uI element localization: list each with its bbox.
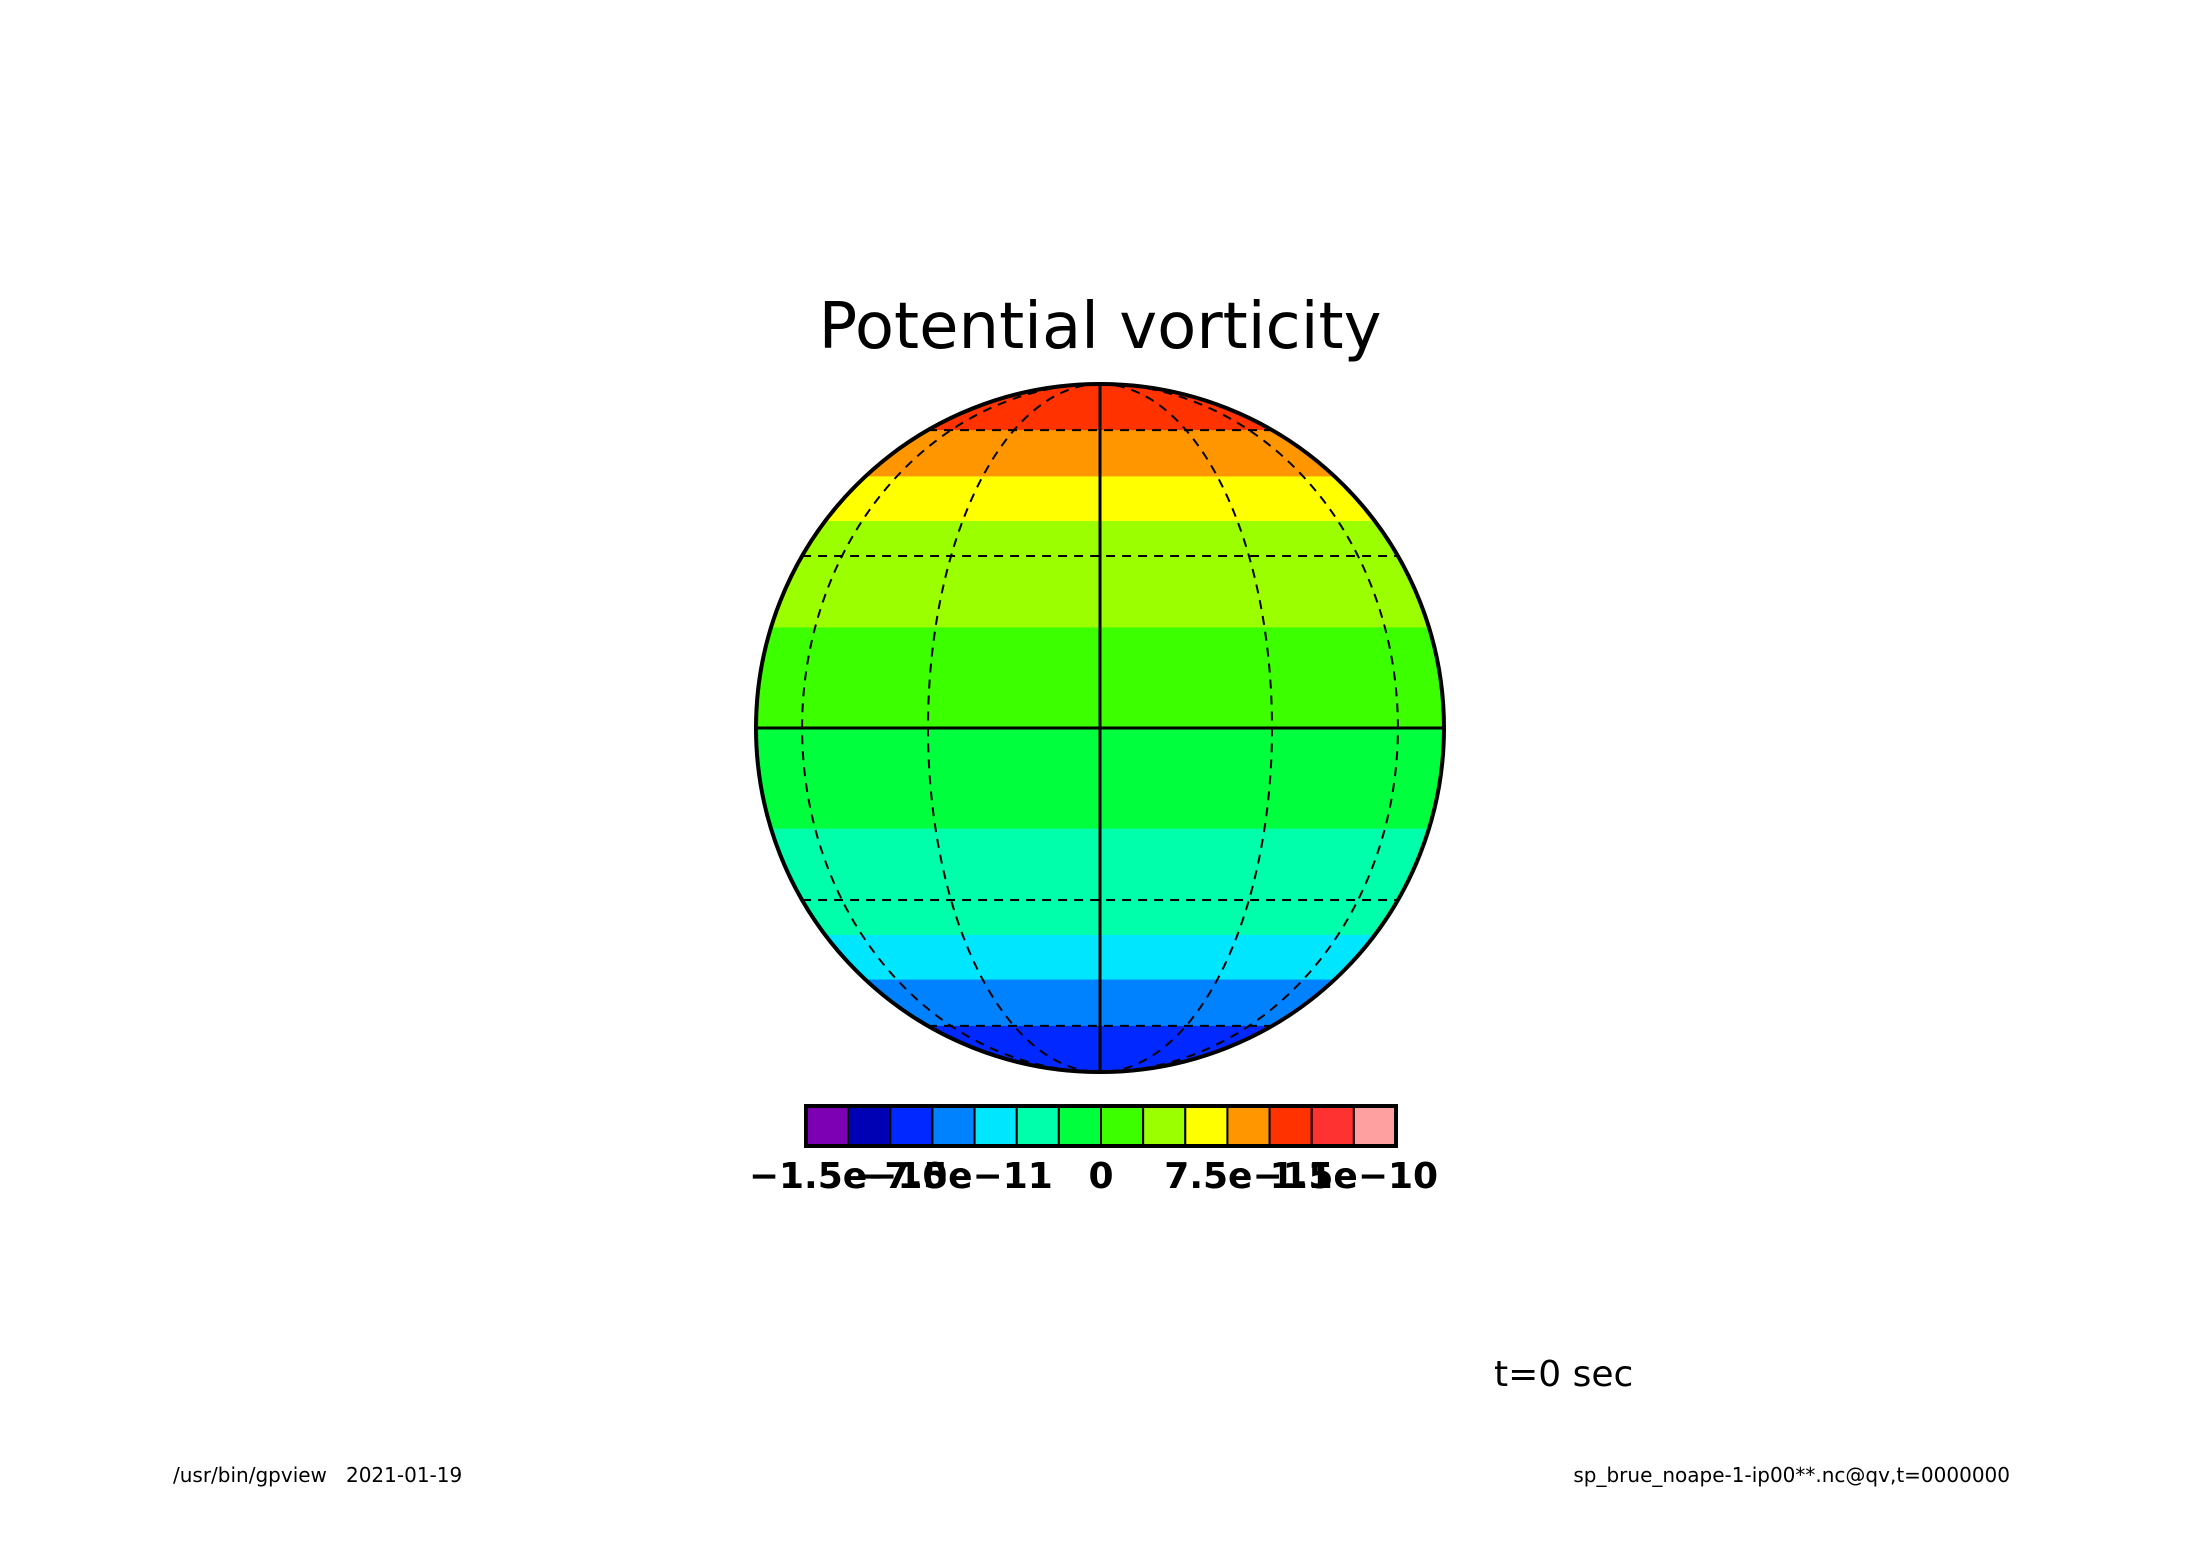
graticule xyxy=(756,384,1444,1072)
colorbar-swatch-10 xyxy=(1226,1105,1271,1147)
colorbar-swatch-7 xyxy=(1100,1105,1145,1147)
colorbar-swatch-13 xyxy=(1352,1105,1398,1147)
time-annotation: t=0 sec xyxy=(1494,1354,1633,1395)
colorbar-tick-label-2: 0 xyxy=(1088,1156,1113,1197)
colorbar-swatch-8 xyxy=(1142,1105,1187,1147)
colorbar-frame xyxy=(804,1104,1398,1148)
globe-map xyxy=(754,382,1446,1074)
colorbar-swatch-2 xyxy=(889,1105,934,1147)
colorbar-tick-label-1: −7.5e−11 xyxy=(854,1156,1053,1197)
footer-left: /usr/bin/gpview 2021-01-19 xyxy=(173,1463,462,1487)
colorbar-swatch-3 xyxy=(931,1105,976,1147)
colorbar-swatch-11 xyxy=(1268,1105,1313,1147)
colorbar-swatch-5 xyxy=(1015,1105,1060,1147)
colorbar-swatch-9 xyxy=(1184,1105,1229,1147)
colorbar-swatch-4 xyxy=(973,1105,1018,1147)
footer-right: sp_brue_noape-1-ip00**.nc@qv,t=0000000 xyxy=(1573,1463,2010,1487)
colorbar-tick-label-0: −1.5e−10 xyxy=(749,1156,948,1197)
colorbar-swatch-6 xyxy=(1057,1105,1103,1147)
chart-title: Potential vorticity xyxy=(819,290,1382,364)
colorbar-tick-label-3: 7.5e−11 xyxy=(1164,1156,1332,1197)
colorbar-swatch-0 xyxy=(805,1105,850,1147)
colorbar-swatch-12 xyxy=(1310,1105,1355,1147)
colorbar-tick-label-4: 1.5e−10 xyxy=(1270,1156,1438,1197)
globe-outline xyxy=(754,382,1446,1074)
colorbar-swatch-1 xyxy=(847,1105,892,1147)
colorbar xyxy=(804,1104,1398,1148)
colorbar-tick-labels: −1.5e−10−7.5e−11 0 7.5e−111.5e−10 xyxy=(749,1156,1438,1197)
